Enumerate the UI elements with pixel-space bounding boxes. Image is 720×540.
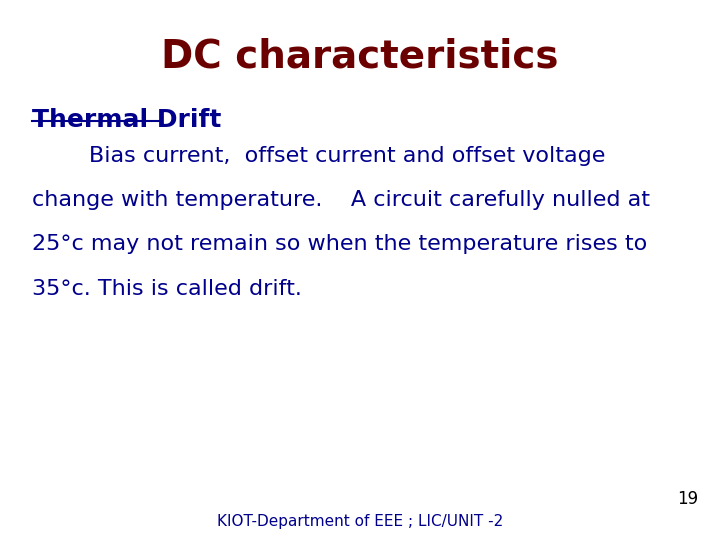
Text: KIOT-Department of EEE ; LIC/UNIT -2: KIOT-Department of EEE ; LIC/UNIT -2: [217, 514, 503, 529]
Text: Bias current,  offset current and offset voltage: Bias current, offset current and offset …: [32, 146, 606, 166]
Text: 19: 19: [678, 490, 698, 508]
Text: 35°c. This is called drift.: 35°c. This is called drift.: [32, 279, 302, 299]
Text: DC characteristics: DC characteristics: [161, 38, 559, 76]
Text: Thermal Drift: Thermal Drift: [32, 108, 222, 132]
Text: 25°c may not remain so when the temperature rises to: 25°c may not remain so when the temperat…: [32, 234, 648, 254]
Text: change with temperature.    A circuit carefully nulled at: change with temperature. A circuit caref…: [32, 190, 650, 210]
